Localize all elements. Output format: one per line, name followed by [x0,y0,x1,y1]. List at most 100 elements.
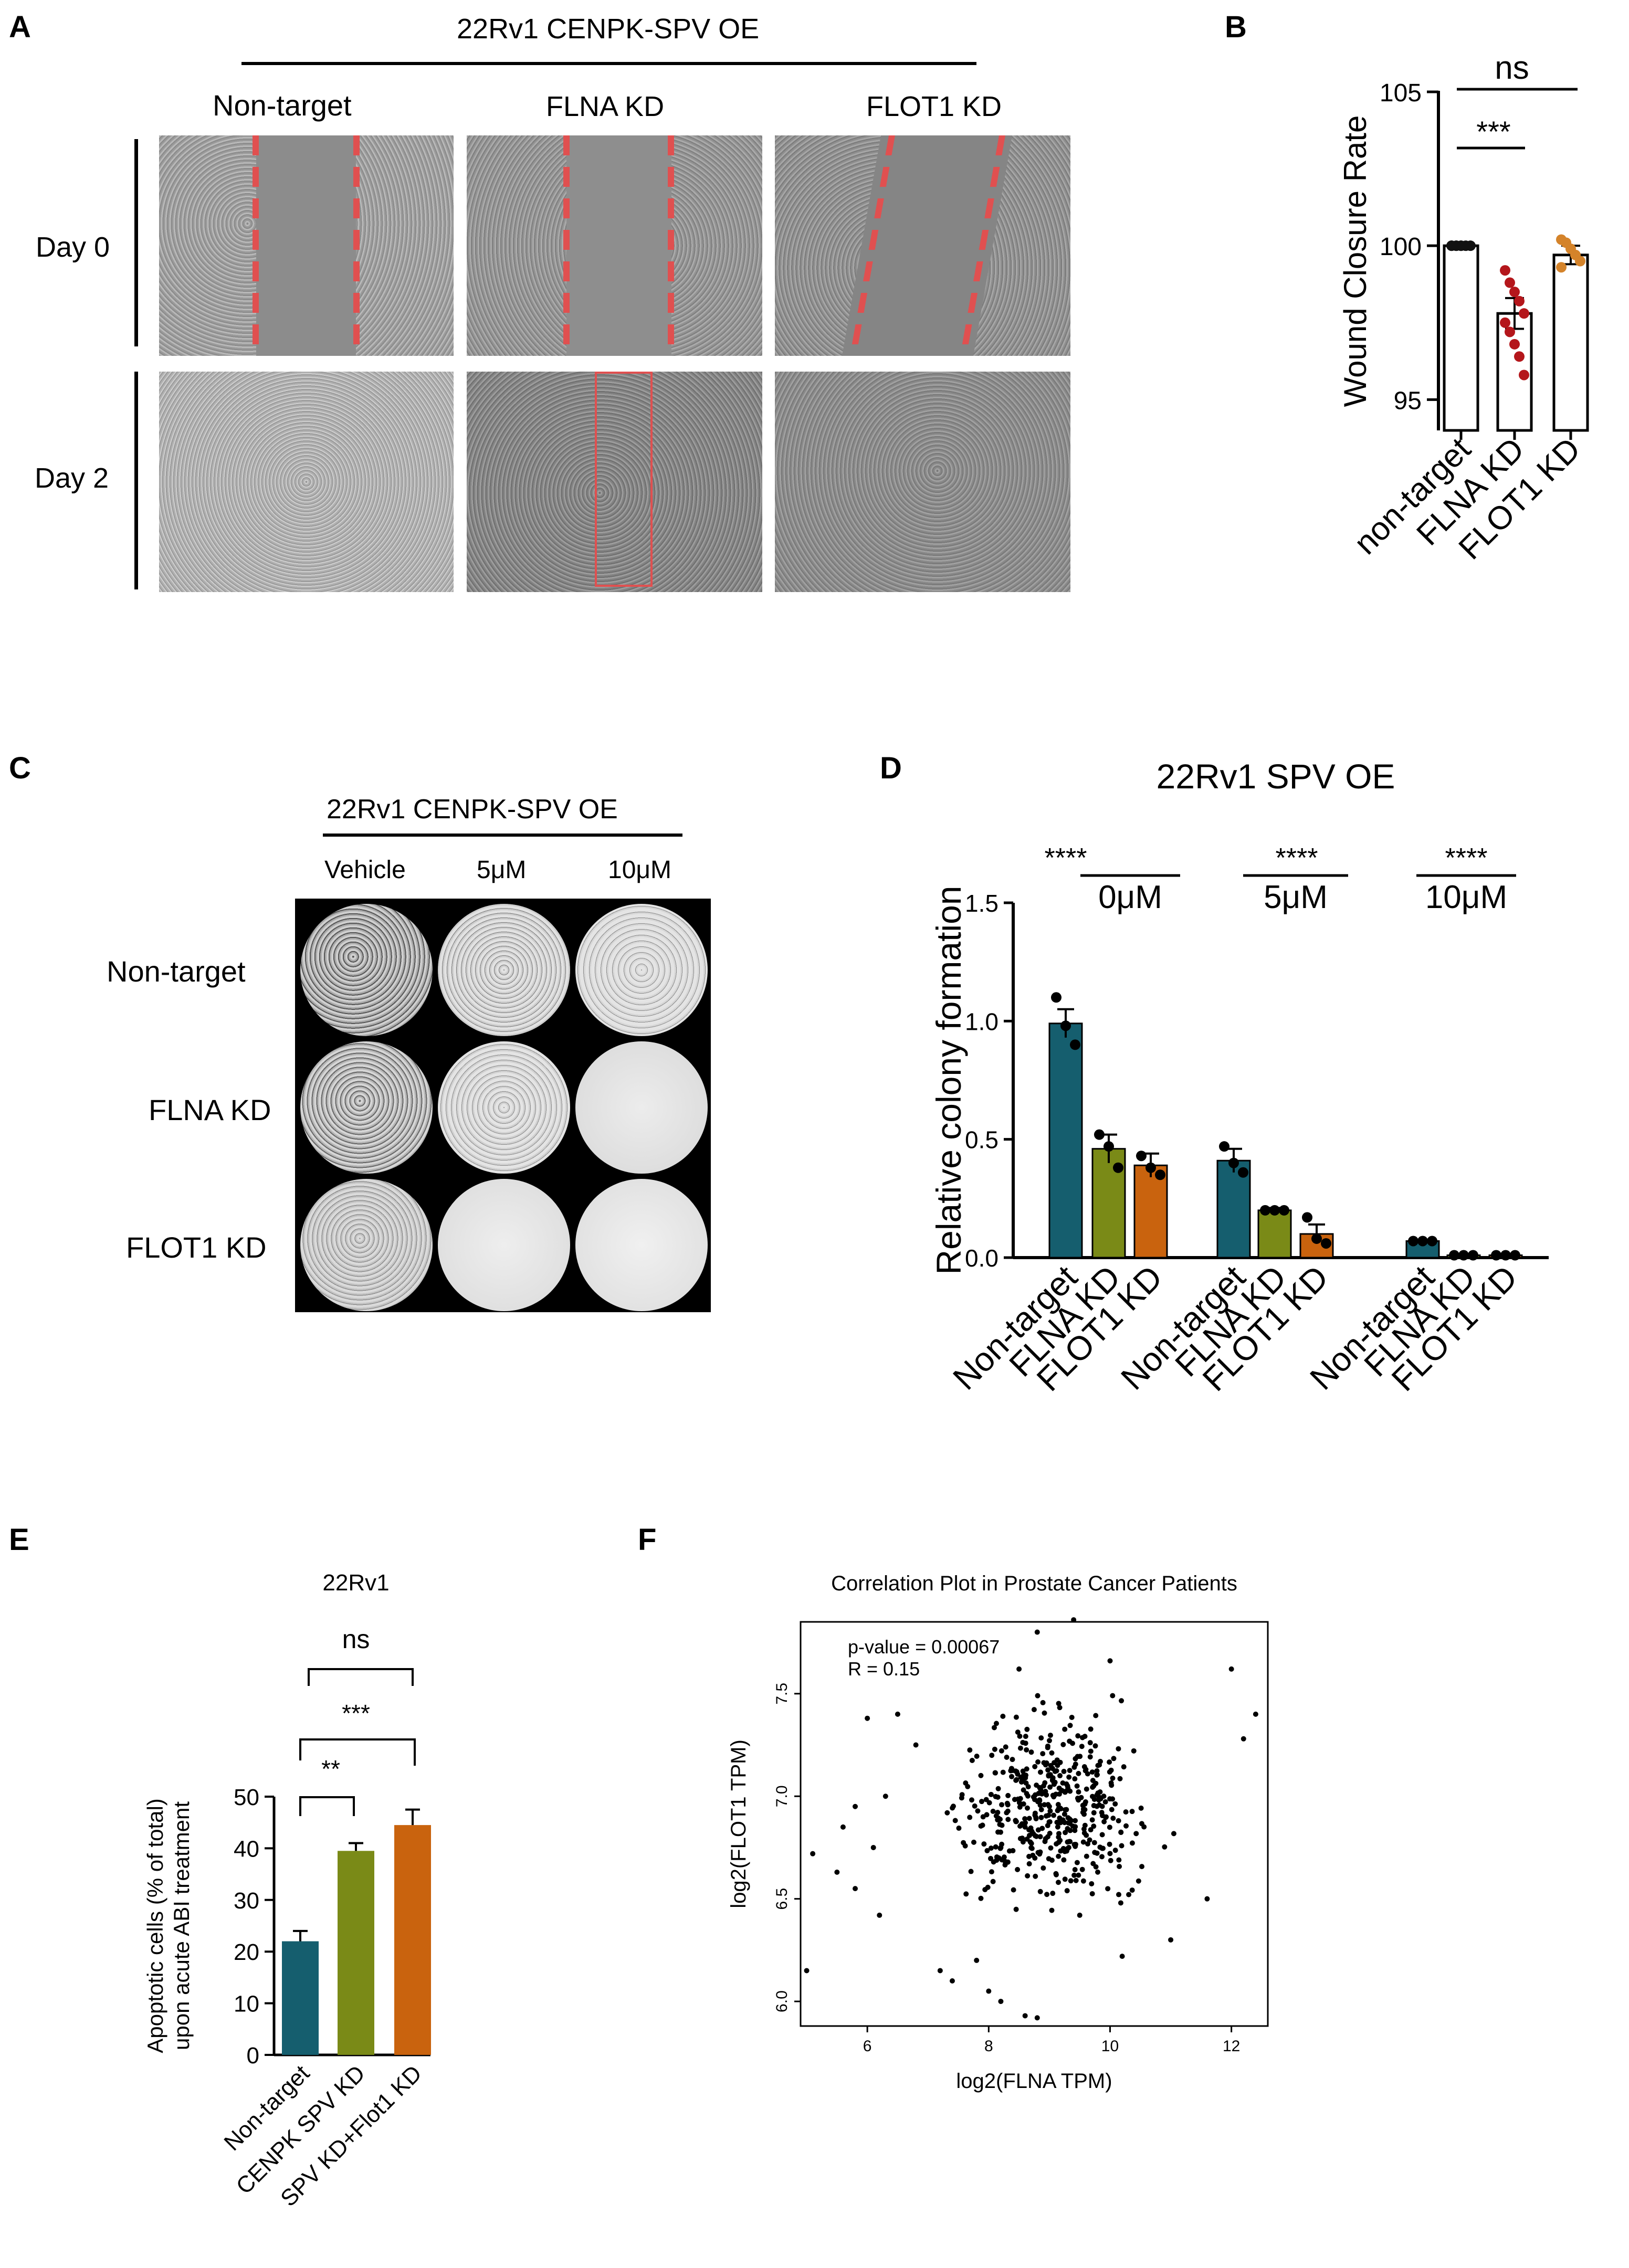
data-point [1076,1770,1081,1776]
data-point [1505,277,1515,288]
panel-letter-b: B [1225,10,1247,44]
data-point [1091,1810,1097,1816]
data-point [1062,1876,1068,1882]
panel-c-row-label: Non-target [107,955,246,988]
data-point [1111,1756,1117,1761]
data-point [865,1715,870,1721]
data-point [1094,1772,1100,1778]
data-point [990,1879,996,1884]
data-point [1105,1886,1111,1892]
bar [1133,1164,1168,1259]
sig-label: **** [1045,843,1087,873]
data-point [981,1841,987,1847]
data-point [1035,1693,1041,1699]
data-point [1003,1744,1008,1750]
data-point [1017,1733,1023,1739]
data-point [967,1815,973,1820]
data-point [1015,1729,1021,1735]
data-point [1047,1784,1053,1790]
panel-a-col-label: Non-target [213,89,352,122]
data-point [1510,1250,1520,1261]
data-point [971,1839,976,1845]
data-point [978,1823,984,1829]
data-point [1238,1167,1248,1178]
data-point [870,1844,876,1850]
chart-title: 22Rv1 [322,1570,389,1596]
x-tick-label: 8 [984,2038,993,2055]
data-point [1204,1896,1210,1902]
data-point [1061,1768,1067,1774]
data-point [1042,1802,1047,1808]
data-point [1073,1877,1079,1883]
data-point [1017,1745,1023,1751]
sig-bracket [308,1668,414,1686]
x-tick-label: 10 [1101,2038,1119,2055]
data-point [972,1803,978,1809]
colony-dish [300,1041,433,1174]
data-point [804,1968,810,1974]
data-point [1070,1740,1076,1746]
data-point [1514,296,1525,307]
data-point [1110,1693,1116,1699]
data-point [978,1773,984,1778]
data-point [1099,1832,1105,1838]
data-point [1034,2015,1040,2021]
data-point [1094,1129,1105,1140]
y-tick-label: 0.5 [965,1126,999,1154]
y-tick-label: 1.5 [965,890,999,917]
data-point [1067,1723,1073,1728]
data-point [1024,1766,1029,1772]
panel-letter-d: D [880,751,902,785]
data-point [1071,1617,1077,1623]
data-point [1015,1866,1021,1872]
data-point [1056,1701,1062,1706]
data-point [1069,1714,1075,1720]
data-point [1075,1754,1080,1759]
data-point [967,1747,973,1753]
data-point [1025,1805,1030,1811]
data-point [1042,1839,1048,1844]
data-point [1018,1774,1024,1780]
sig-label: *** [1476,115,1510,148]
panel-a-row-label: Day 0 [36,231,110,263]
panel-c-title-rule [323,834,682,837]
data-point [1037,1769,1043,1775]
data-point [994,1854,1000,1860]
data-point [963,1780,969,1786]
y-tick-label: 100 [1380,233,1422,261]
sig-label: **** [1276,843,1318,873]
data-point [1088,1726,1094,1732]
micrograph-day0-nontarget [159,135,454,356]
data-point [1054,1819,1060,1825]
panel-c-col-label: 10μM [608,856,672,884]
data-point [1228,1666,1234,1672]
data-point [1219,1141,1229,1152]
data-point [959,1792,965,1798]
data-point [1034,1629,1040,1635]
data-point [1092,1743,1098,1749]
data-point [1081,1826,1087,1832]
data-point [1038,1735,1044,1741]
data-point [1083,1768,1088,1774]
data-point [997,1821,1003,1827]
data-point [1087,1754,1093,1760]
panel-a-col-label: FLOT1 KD [866,91,1002,122]
x-tick-label: 6 [863,2038,872,2055]
data-point [1091,1783,1097,1789]
data-point [1057,1773,1063,1779]
data-point [1035,1759,1041,1765]
data-point [1025,1784,1031,1790]
data-point [1171,1831,1176,1837]
data-point [963,1891,969,1897]
data-point [1084,1832,1089,1838]
data-point [999,1748,1004,1754]
data-point [1071,1872,1077,1878]
data-point [993,1813,999,1819]
data-point [1039,1791,1045,1797]
data-point [1067,1768,1073,1774]
chart-e: 22Rv1 0 10 20 30 40 50 Apoptotic cells (% of to… [143,1570,431,2211]
data-point [1070,1039,1080,1050]
data-point [1038,1807,1044,1812]
data-point [1138,1805,1144,1811]
data-point [1037,1834,1043,1840]
